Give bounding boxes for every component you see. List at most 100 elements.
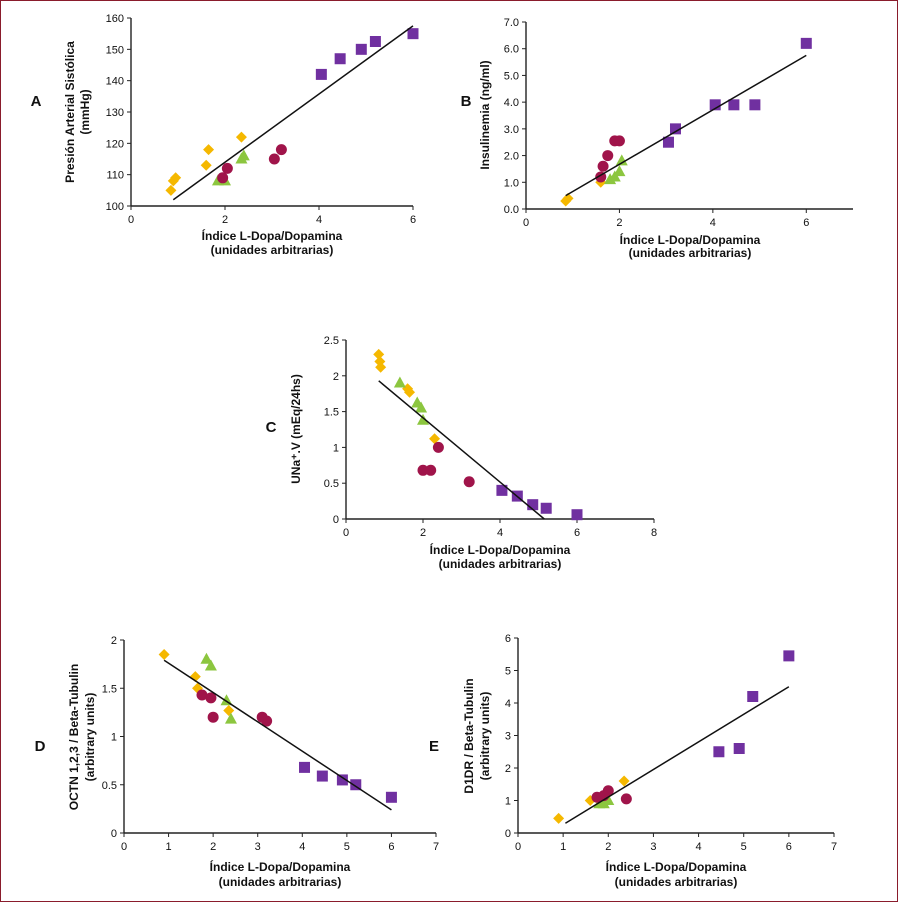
x-axis-title: Índice L-Dopa/Dopamina <box>202 228 343 243</box>
data-point-square <box>709 99 721 111</box>
x-tick-label: 1 <box>560 841 566 853</box>
y-axis-title: D1DR / Beta-Tubulin <box>462 678 476 793</box>
x-tick-label: 7 <box>831 841 837 853</box>
y-axis-subtitle: (mmHg) <box>78 89 92 134</box>
panel-label: E <box>429 738 439 755</box>
panel-b: 0.0 1.0 2.0 3.0 4.0 5.0 6.0 7.0 0 2 4 6 Índice L-Dop… <box>461 17 853 260</box>
y-tick-label: 2 <box>111 635 117 647</box>
x-tick-label: 0 <box>128 214 134 226</box>
data-point-square <box>316 770 328 782</box>
y-tick-label: 1 <box>111 732 117 744</box>
y-tick-label: 100 <box>106 201 124 213</box>
y-tick-label: 5 <box>505 666 511 678</box>
data-point-square <box>496 484 508 496</box>
y-tick-label: 4.0 <box>504 97 519 109</box>
y-axis-title: OCTN 1,2,3 / Beta-Tubulin <box>67 664 81 810</box>
data-point-triangle <box>204 659 217 671</box>
y-tick-label: 5.0 <box>504 70 519 82</box>
y-axis-title: UNa⁺.V (mEq/24hs) <box>289 374 303 484</box>
x-axis-title: Índice L-Dopa/Dopamina <box>430 542 571 557</box>
data-point-square <box>728 99 740 111</box>
y-axis-subtitle: (arbitrary units) <box>478 692 492 781</box>
x-tick-label: 4 <box>299 841 305 853</box>
x-tick-label: 5 <box>741 841 747 853</box>
x-axis-title: Índice L-Dopa/Dopamina <box>606 859 747 874</box>
data-point-square <box>355 43 367 55</box>
data-point-diamond <box>373 348 385 360</box>
x-tick-label: 2 <box>210 841 216 853</box>
data-point-triangle <box>602 794 615 805</box>
data-point-diamond <box>170 172 182 184</box>
data-point-circle <box>207 711 219 723</box>
data-point-circle <box>602 150 614 162</box>
data-point-circle <box>217 172 229 184</box>
x-tick-label: 3 <box>650 841 656 853</box>
data-point-square <box>299 761 311 773</box>
x-tick-label: 1 <box>166 841 172 853</box>
x-tick-label: 2 <box>616 217 622 229</box>
data-point-circle <box>205 692 217 704</box>
x-axis-subtitle: (unidades arbitrarias) <box>615 875 738 889</box>
x-tick-label: 7 <box>433 841 439 853</box>
x-tick-label: 4 <box>710 217 716 229</box>
data-point-circle <box>620 793 632 805</box>
data-point-square <box>800 37 812 49</box>
y-tick-label: 7.0 <box>504 17 519 29</box>
y-tick-label: 0 <box>111 828 117 840</box>
y-tick-label: 2.0 <box>504 151 519 163</box>
x-tick-label: 6 <box>803 217 809 229</box>
data-point-triangle <box>613 165 626 177</box>
x-tick-label: 4 <box>497 527 503 539</box>
data-point-square <box>334 53 346 65</box>
data-point-circle <box>417 464 429 476</box>
y-axis-subtitle: (arbitrary units) <box>83 693 97 782</box>
data-point-square <box>385 791 397 803</box>
data-point-circle <box>597 160 609 172</box>
y-tick-label: 0.5 <box>102 780 117 792</box>
data-point-circle <box>268 153 280 165</box>
data-point-circle <box>425 464 437 476</box>
data-point-diamond <box>404 386 416 398</box>
panel-c: 0 0.5 1 1.5 2 2.5 0 2 4 6 8 Índice L-Dopa/Dopamina(… <box>266 335 657 571</box>
y-tick-label: 3 <box>505 731 511 743</box>
panel-e: 0 1 2 3 4 5 6 0 1 2 3 4 5 6 7 Índice L-Dopa/Dopamina(un… <box>429 633 837 889</box>
data-point-diamond <box>165 184 177 196</box>
data-point-circle <box>275 144 287 156</box>
panel-label: A <box>31 93 42 110</box>
x-axis-subtitle: (unidades arbitrarias) <box>439 557 562 571</box>
y-tick-label: 1 <box>505 796 511 808</box>
y-tick-label: 1.5 <box>324 407 339 419</box>
data-point-triangle <box>224 712 237 724</box>
x-tick-label: 6 <box>786 841 792 853</box>
y-tick-label: 1 <box>333 442 339 454</box>
trend-line <box>565 686 790 824</box>
trend-line <box>172 25 414 201</box>
data-point-circle <box>613 135 625 147</box>
y-tick-label: 0 <box>333 514 339 526</box>
y-tick-label: 4 <box>505 698 511 710</box>
data-point-circle <box>463 476 475 488</box>
y-tick-label: 1.0 <box>504 177 519 189</box>
panel-label: B <box>461 93 472 110</box>
data-point-square <box>733 743 745 754</box>
data-point-square <box>336 774 348 786</box>
x-tick-label: 2 <box>605 841 611 853</box>
data-point-square <box>662 136 674 148</box>
trend-line <box>378 380 545 520</box>
y-tick-label: 6.0 <box>504 44 519 56</box>
data-point-triangle <box>237 149 250 161</box>
x-tick-label: 4 <box>696 841 702 853</box>
data-point-square <box>713 746 725 758</box>
data-point-square <box>571 509 583 521</box>
data-point-diamond <box>158 648 170 660</box>
x-tick-label: 0 <box>121 841 127 853</box>
x-tick-label: 6 <box>388 841 394 853</box>
y-tick-label: 0.0 <box>504 204 519 216</box>
x-tick-label: 6 <box>574 527 580 539</box>
y-tick-label: 140 <box>106 76 124 88</box>
panel-label: C <box>266 419 277 436</box>
data-point-square <box>315 68 327 80</box>
y-axis-title: Insulinemia (ng/ml) <box>478 60 492 169</box>
